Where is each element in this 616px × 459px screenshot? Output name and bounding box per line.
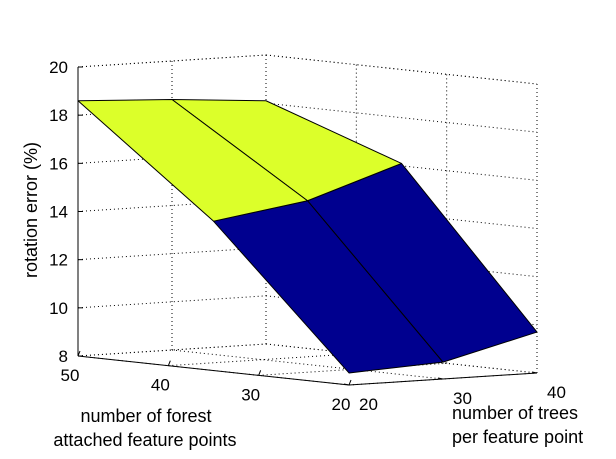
- y-tick-mark: [343, 383, 350, 386]
- x-grid-line-floor: [77, 343, 267, 357]
- x-axis-label-line-1: number of forest: [80, 406, 211, 426]
- x-tick-mark: [77, 350, 81, 357]
- y-tick-mark: [437, 377, 444, 380]
- x-tick-mark: [167, 360, 171, 366]
- z-grid-line-back-wall: [265, 102, 538, 133]
- x-tick-label: 20: [332, 395, 351, 414]
- z-tick-label: 16: [49, 154, 68, 173]
- z-axis-label: rotation error (%): [21, 142, 41, 278]
- z-grid-line-left-wall: [77, 295, 267, 309]
- x-grid-line-floor: [168, 353, 357, 367]
- z-grid-line-back-wall: [265, 54, 538, 85]
- x-tick-mark: [348, 379, 352, 386]
- y-axis-label-line-2: per feature point: [452, 427, 583, 447]
- z-grid-line-left-wall: [77, 247, 267, 261]
- x-tick-label: 30: [241, 385, 260, 404]
- y-tick-label: 40: [547, 383, 566, 402]
- z-tick-label: 18: [49, 106, 68, 125]
- y-tick-label: 30: [453, 389, 472, 408]
- surface-patches: [77, 99, 538, 374]
- z-grid-line-left-wall: [77, 54, 267, 68]
- z-tick-label: 10: [49, 299, 68, 318]
- x-axis-line: [77, 355, 350, 386]
- y-tick-label: 20: [359, 395, 378, 414]
- z-tick-label: 20: [49, 58, 68, 77]
- surface-patch: [77, 99, 308, 222]
- z-tick-label: 12: [49, 251, 68, 270]
- x-tick-label: 40: [151, 376, 170, 395]
- y-grid-line-floor: [171, 349, 444, 380]
- x-tick-mark: [258, 370, 262, 376]
- tick-labels: 8 10 12 14 16 18 20 50 40 30 20 20 30 40: [49, 58, 566, 414]
- z-tick-label: 14: [49, 203, 68, 222]
- x-axis-label-line-2: attached feature points: [53, 430, 236, 450]
- x-tick-label: 50: [61, 366, 80, 385]
- y-tick-mark: [531, 371, 538, 374]
- y-axis-label-line-1: number of trees: [452, 403, 578, 423]
- z-tick-label: 8: [59, 347, 68, 366]
